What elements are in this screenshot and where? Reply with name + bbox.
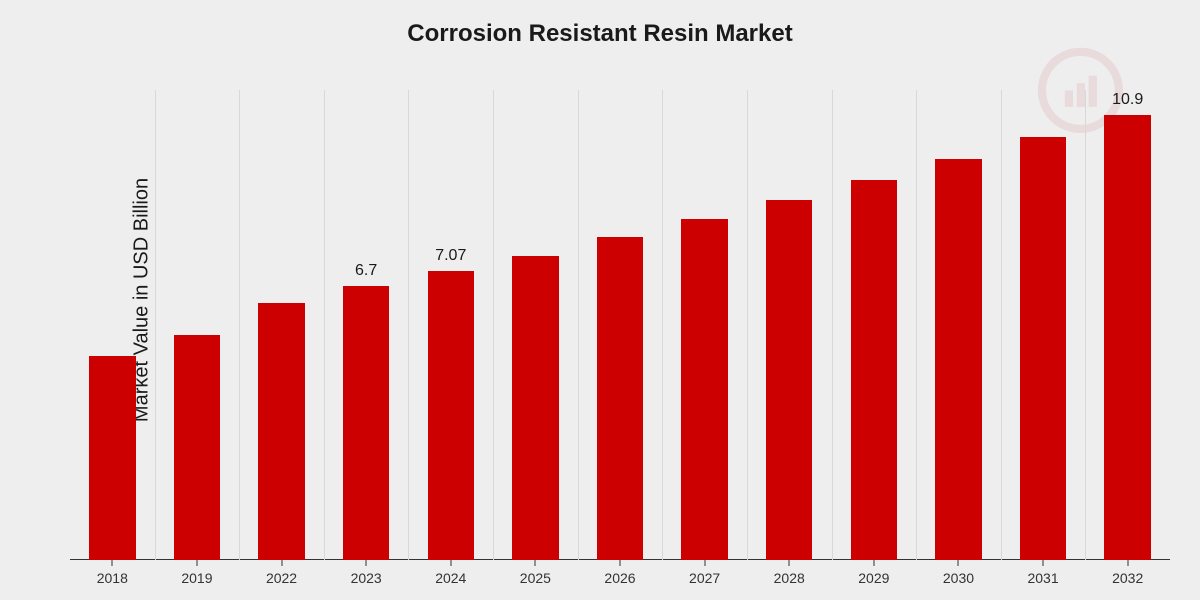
grid-line bbox=[1085, 90, 1086, 560]
bar-fill bbox=[1104, 115, 1151, 560]
bar bbox=[766, 200, 813, 560]
x-tick-mark bbox=[450, 560, 451, 566]
x-tick-label: 2030 bbox=[943, 570, 974, 586]
bar-fill bbox=[597, 237, 644, 560]
x-tick-label: 2022 bbox=[266, 570, 297, 586]
bar: 6.7 bbox=[343, 286, 390, 560]
grid-line bbox=[1001, 90, 1002, 560]
grid-line bbox=[155, 90, 156, 560]
grid-line bbox=[493, 90, 494, 560]
bar: 10.9 bbox=[1104, 115, 1151, 560]
x-tick-label: 2032 bbox=[1112, 570, 1143, 586]
chart-title: Corrosion Resistant Resin Market bbox=[0, 20, 1200, 48]
bar bbox=[597, 237, 644, 560]
bar-fill bbox=[428, 271, 475, 560]
x-tick-label: 2027 bbox=[689, 570, 720, 586]
bar bbox=[1020, 137, 1067, 560]
bar-fill bbox=[935, 159, 982, 560]
bar bbox=[681, 219, 728, 560]
bar: 7.07 bbox=[428, 271, 475, 560]
bar bbox=[258, 303, 305, 560]
x-tick-label: 2024 bbox=[435, 570, 466, 586]
bar-fill bbox=[681, 219, 728, 560]
x-tick-label: 2029 bbox=[858, 570, 889, 586]
grid-line bbox=[408, 90, 409, 560]
x-tick-mark bbox=[1127, 560, 1128, 566]
x-tick-mark bbox=[366, 560, 367, 566]
x-tick-label: 2026 bbox=[604, 570, 635, 586]
x-tick-mark bbox=[704, 560, 705, 566]
x-tick-mark bbox=[112, 560, 113, 566]
x-tick-mark bbox=[1043, 560, 1044, 566]
x-tick-mark bbox=[958, 560, 959, 566]
x-tick-label: 2031 bbox=[1027, 570, 1058, 586]
bar-fill bbox=[343, 286, 390, 560]
x-tick-label: 2019 bbox=[181, 570, 212, 586]
bar bbox=[174, 335, 221, 560]
x-tick-mark bbox=[281, 560, 282, 566]
bar-fill bbox=[89, 356, 136, 560]
bar bbox=[512, 256, 559, 560]
x-tick-mark bbox=[535, 560, 536, 566]
grid-line bbox=[324, 90, 325, 560]
grid-line bbox=[916, 90, 917, 560]
grid-line bbox=[662, 90, 663, 560]
x-tick-label: 2025 bbox=[520, 570, 551, 586]
bar-fill bbox=[851, 180, 898, 560]
x-tick-mark bbox=[789, 560, 790, 566]
bar bbox=[935, 159, 982, 560]
bar-fill bbox=[174, 335, 221, 560]
bar-fill bbox=[766, 200, 813, 560]
bar-value-label: 10.9 bbox=[1112, 91, 1143, 109]
grid-line bbox=[239, 90, 240, 560]
bar bbox=[89, 356, 136, 560]
x-tick-mark bbox=[196, 560, 197, 566]
bar-fill bbox=[1020, 137, 1067, 560]
bar-value-label: 7.07 bbox=[435, 247, 466, 265]
bar-fill bbox=[258, 303, 305, 560]
x-tick-label: 2023 bbox=[351, 570, 382, 586]
bar bbox=[851, 180, 898, 560]
x-tick-label: 2018 bbox=[97, 570, 128, 586]
x-tick-label: 2028 bbox=[774, 570, 805, 586]
x-tick-mark bbox=[873, 560, 874, 566]
grid-line bbox=[578, 90, 579, 560]
bar-value-label: 6.7 bbox=[355, 262, 377, 280]
plot-area: 2018201920226.720237.0720242025202620272… bbox=[70, 90, 1170, 560]
bar-fill bbox=[512, 256, 559, 560]
grid-line bbox=[832, 90, 833, 560]
grid-line bbox=[747, 90, 748, 560]
x-tick-mark bbox=[620, 560, 621, 566]
